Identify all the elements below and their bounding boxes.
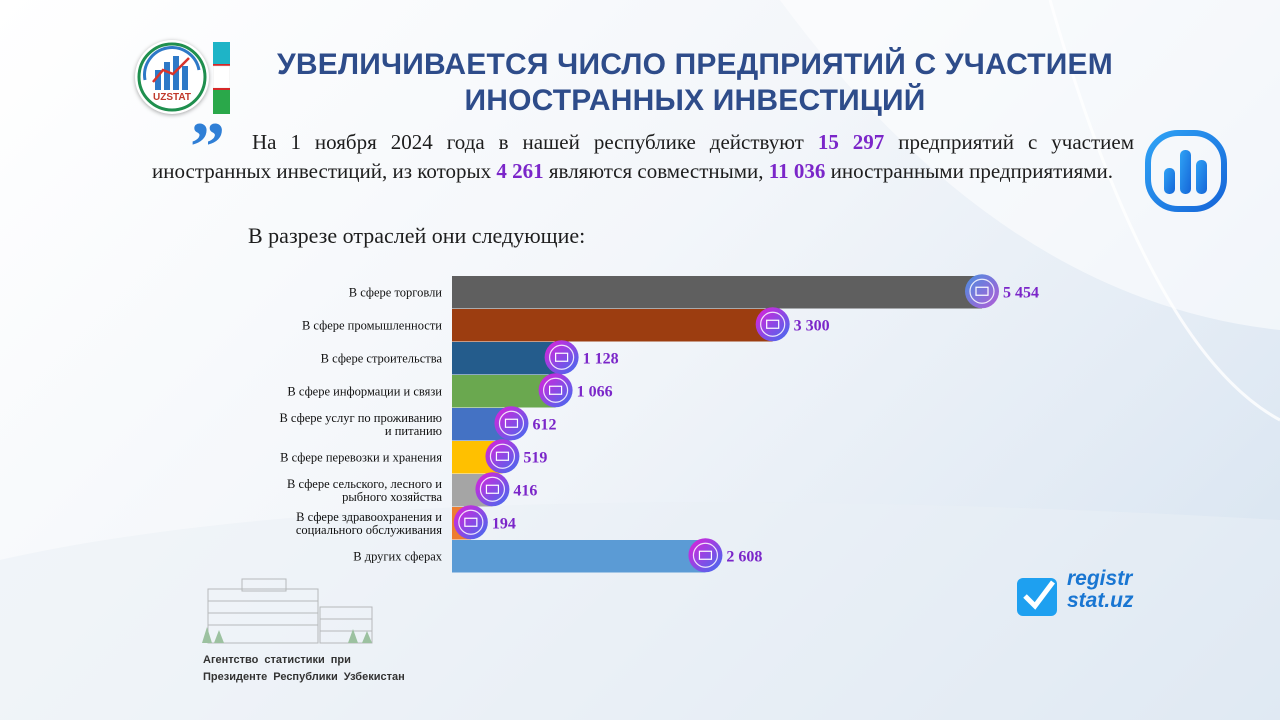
- category-label-7-0: В сфере здравоохранения и: [296, 510, 442, 524]
- registr-logo: [1017, 578, 1057, 616]
- category-label-7-1: социального обслуживания: [296, 523, 442, 537]
- value-label-6: 416: [513, 482, 537, 499]
- value-label-5: 519: [523, 449, 547, 466]
- agency-line-1: Агентство статистики при: [203, 654, 351, 666]
- uzbekistan-flag: [213, 42, 230, 114]
- title-line-2: ИНОСТРАННЫХ ИНВЕСТИЦИЙ: [464, 84, 926, 117]
- category-label-4-1: и питанию: [385, 424, 442, 438]
- category-label-1: В сфере промышленности: [302, 318, 442, 332]
- network-icon: [538, 373, 573, 408]
- agency-line-2: Президенте Республики Узбекистан: [203, 671, 405, 683]
- category-label-6-1: рыбного хозяйства: [342, 490, 442, 504]
- truck-icon: [485, 439, 520, 474]
- bar-8: [452, 540, 706, 573]
- bar-2: [452, 342, 562, 375]
- logo-text: UZSTAT: [153, 92, 191, 103]
- building-icon: [544, 340, 579, 375]
- registr-line-1: registr: [1067, 567, 1133, 590]
- quote-mark: ”: [190, 109, 225, 186]
- page-title: УВЕЛИЧИВАЕТСЯ ЧИСЛО ПРЕДПРИЯТИЙ С УЧАСТИ…: [235, 47, 1155, 119]
- registr-logo-text: registr stat.uz: [1067, 568, 1134, 612]
- value-label-7: 194: [492, 515, 516, 532]
- category-label-8: В других сферах: [353, 549, 442, 563]
- registr-line-2: stat.uz: [1067, 589, 1134, 612]
- dots-icon: [688, 538, 723, 573]
- agency-name: Агентство статистики при Президенте Респ…: [203, 652, 405, 686]
- intro-text-1: На 1 ноября 2024 года в нашей республике…: [252, 130, 818, 154]
- value-label-4: 612: [532, 416, 556, 433]
- building-illustration: [202, 578, 373, 644]
- bar-1: [452, 309, 773, 342]
- hotel-icon: [494, 406, 529, 441]
- category-label-0: В сфере торговли: [349, 285, 443, 299]
- intro-text-3: являются совместными,: [543, 158, 769, 183]
- title-line-1: УВЕЛИЧИВАЕТСЯ ЧИСЛО ПРЕДПРИЯТИЙ С УЧАСТИ…: [277, 48, 1113, 81]
- bar-3: [452, 375, 556, 408]
- total-count: 15 297: [817, 130, 885, 154]
- intro-paragraph: На 1 ноября 2024 года в нашей республике…: [152, 128, 1134, 185]
- bar-chart-icon: [1145, 130, 1227, 212]
- category-label-4-0: В сфере услуг по проживанию: [279, 411, 442, 425]
- tractor-icon: [475, 472, 510, 507]
- joint-count: 4 261: [496, 158, 544, 183]
- value-label-3: 1 066: [577, 383, 613, 400]
- category-label-3: В сфере информации и связи: [287, 384, 442, 398]
- value-label-1: 3 300: [794, 317, 830, 334]
- medical-icon: [453, 505, 488, 540]
- bar-0: [452, 276, 982, 309]
- value-label-8: 2 608: [726, 548, 762, 565]
- intro-text-4: иностранными предприятиями.: [825, 158, 1114, 183]
- category-label-6-0: В сфере сельского, лесного и: [287, 477, 442, 491]
- category-label-2: В сфере строительства: [321, 351, 443, 365]
- uzstat-logo: UZSTAT: [135, 40, 209, 114]
- shop-icon: [965, 274, 999, 309]
- chart-subheading: В разрезе отраслей они следующие:: [248, 223, 586, 248]
- factory-icon: [755, 307, 790, 342]
- foreign-count: 11 036: [768, 158, 826, 183]
- intro-text-2: предприятий с участием иностранных инвес…: [152, 130, 1135, 183]
- category-label-5: В сфере перевозки и хранения: [280, 450, 442, 464]
- value-label-0: 5 454: [1003, 284, 1039, 301]
- value-label-2: 1 128: [583, 350, 619, 367]
